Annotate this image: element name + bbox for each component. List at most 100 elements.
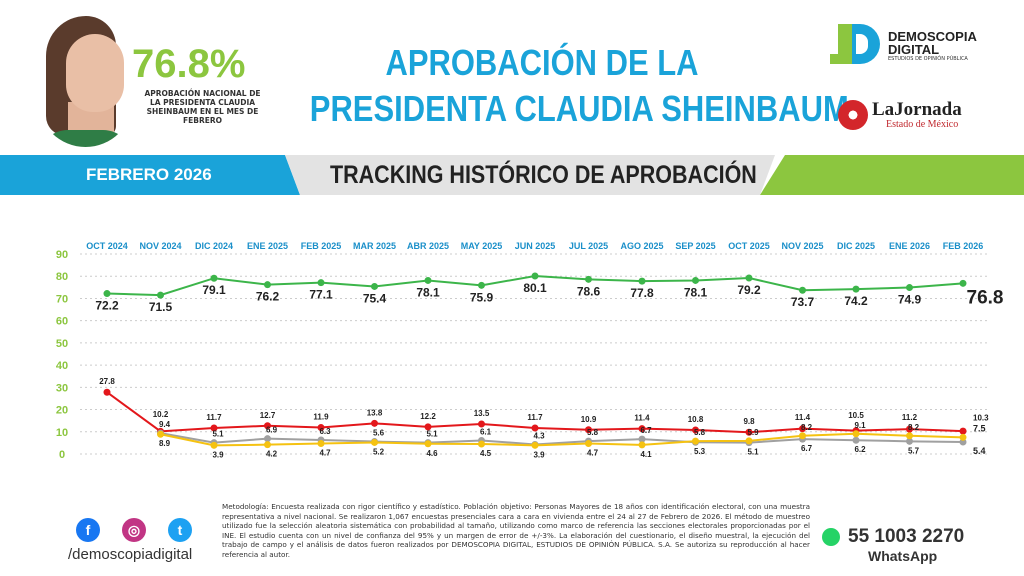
data-point [103,388,111,396]
data-label: 12.2 [420,412,436,421]
x-tick-label: AGO 2025 [620,241,663,251]
data-label: 13.5 [474,409,490,418]
x-tick-label: JUL 2025 [569,241,608,251]
data-label: 12.7 [260,411,276,420]
data-label: 5.7 [908,446,920,455]
data-label: 11.4 [795,413,811,422]
x-tick-label: ENE 2025 [247,241,288,251]
data-label: 6.2 [854,445,866,454]
data-point [424,423,432,431]
data-point [692,426,699,434]
y-tick-label: 60 [56,316,68,328]
data-label: 5.1 [747,448,759,457]
data-label: 10.3 [973,413,989,422]
x-tick-label: FEB 2026 [943,241,984,251]
whatsapp-icon [822,528,840,546]
data-point [585,426,592,434]
data-point [157,430,164,438]
data-label: 77.1 [309,288,333,302]
data-point [638,425,646,433]
data-point [959,433,967,441]
data-point [799,286,806,294]
data-label: 10.9 [581,415,597,424]
data-point [478,281,485,289]
data-label: 4.7 [587,449,599,458]
data-point [157,291,164,299]
data-label: 3.9 [533,450,545,459]
data-label: 73.7 [791,295,815,309]
series-line-2 [160,432,964,446]
data-label: 9.1 [854,421,866,430]
data-point [531,272,539,280]
data-label: 5.1 [212,430,224,439]
data-point [638,435,646,443]
data-point [371,419,378,427]
x-tick-label: MAY 2025 [461,241,503,251]
data-point [692,437,699,445]
data-label: 11.4 [634,414,650,423]
data-point [745,428,753,436]
twitter-icon[interactable]: t [168,518,192,542]
data-label: 75.4 [363,291,387,305]
data-point [638,441,646,449]
tracking-chart: 0 10 20 30 40 50 60 70 80 90 OCT 2024 NOV 2024 DIC 2… [56,241,1004,461]
data-label: 5.6 [373,429,385,438]
data-point [745,437,753,445]
data-point [210,424,218,432]
y-tick-label: 50 [56,338,68,350]
data-point [371,282,378,290]
x-tick-label: ABR 2025 [407,241,449,251]
data-point [424,440,432,448]
instagram-icon[interactable]: ◎ [122,518,146,542]
social-handle: /demoscopiadigital [68,546,193,563]
data-point [531,441,539,449]
data-point [103,290,111,298]
data-label: 8.2 [801,423,813,432]
data-label: 5.8 [694,428,706,437]
data-point [478,440,485,448]
x-tick-label: OCT 2025 [728,241,770,251]
data-point [264,422,271,430]
data-label: 76.2 [256,290,280,304]
demoscopia-d-icon [830,24,882,68]
data-point [638,277,646,285]
data-point [317,279,325,287]
whatsapp-contact: 55 1003 2270 [822,526,964,548]
y-tick-label: 10 [56,427,68,439]
data-point [906,284,913,292]
data-point [210,274,218,282]
data-label: 74.9 [898,293,922,307]
data-point [264,441,271,449]
section-title: TRACKING HISTÓRICO DE APROBACIÓN [330,161,757,189]
data-point [852,436,860,444]
data-point [317,440,325,448]
methodology-text: Metodología: Encuesta realizada con rigo… [222,502,810,559]
approval-caption: APROBACIÓN NACIONAL DE LA PRESIDENTA CLA… [144,89,261,125]
data-point [210,441,218,449]
x-tick-label: NOV 2024 [139,241,181,251]
data-label: 78.6 [577,284,601,298]
data-label: 9.4 [159,420,171,429]
data-label: 4.7 [319,449,331,458]
data-point [264,435,271,443]
data-label: 11.7 [527,413,543,422]
data-point [585,275,592,283]
data-label: 4.3 [533,431,545,440]
data-label: 79.1 [202,283,226,297]
facebook-icon[interactable]: f [76,518,100,542]
y-tick-label: 80 [56,271,68,283]
data-label: 6.7 [801,444,813,453]
data-label: 11.7 [206,413,222,422]
data-point [692,276,699,284]
data-label: 27.8 [99,377,115,386]
social-icons: f ◎ t [76,518,192,542]
data-point [799,432,806,440]
data-label: 10.2 [153,410,169,419]
x-tick-label: DIC 2024 [195,241,233,251]
data-label: 4.2 [266,450,278,459]
president-photo [38,12,133,147]
data-point [906,437,913,445]
data-label: 5.3 [694,447,706,456]
x-tick-label: MAR 2025 [353,241,396,251]
data-label: 13.8 [367,408,383,417]
